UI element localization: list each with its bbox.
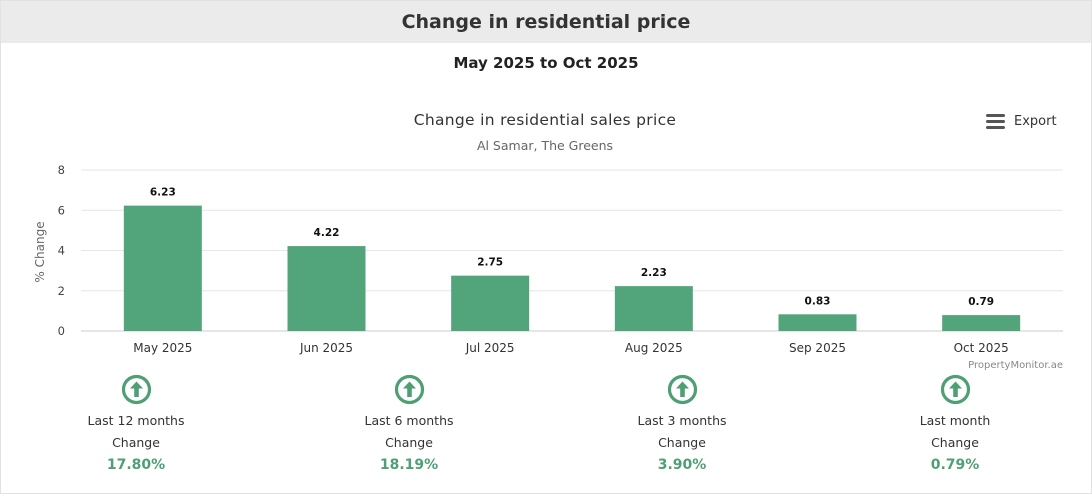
bar[interactable] <box>614 286 693 331</box>
bar[interactable] <box>123 205 202 331</box>
up-arrow-circle-icon <box>667 374 697 405</box>
x-tick-label: May 2025 <box>133 341 192 355</box>
summary-change-label: Change <box>112 435 160 450</box>
export-label: Export <box>1014 114 1057 129</box>
summary-period-label: Last 12 months <box>87 413 185 428</box>
period-label: May 2025 to Oct 2025 <box>453 54 639 72</box>
x-tick-label: Jul 2025 <box>465 341 515 355</box>
hamburger-menu-icon <box>986 114 1005 129</box>
panel-header: Change in residential price <box>1 1 1091 43</box>
summary-change-value: 18.19% <box>379 457 439 473</box>
summary-change-value: 17.80% <box>106 457 166 473</box>
summary-item: Last month Change 0.79% <box>865 374 1045 475</box>
summary-period-label: Last 3 months <box>637 413 727 428</box>
x-tick-label: Aug 2025 <box>625 341 683 355</box>
summary-period-label: Last month <box>919 413 991 428</box>
data-label: 4.22 <box>314 227 340 239</box>
summary-change-value: 0.79% <box>930 457 980 473</box>
up-arrow-circle-icon <box>940 374 970 405</box>
summary-change-value: 3.90% <box>657 457 707 473</box>
y-axis-label: % Change <box>33 221 47 282</box>
data-label: 2.23 <box>641 267 667 279</box>
chart-title: Change in residential sales price <box>414 111 677 129</box>
bar[interactable] <box>942 315 1021 331</box>
y-tick-label: 4 <box>58 244 65 258</box>
chart-subtitle: Al Samar, The Greens <box>477 138 613 153</box>
data-label: 0.83 <box>805 295 831 307</box>
bar[interactable] <box>451 275 530 331</box>
bar[interactable] <box>287 246 366 331</box>
summary-change-label: Change <box>658 435 706 450</box>
summary-item: Last 12 months Change 17.80% <box>46 374 226 475</box>
y-tick-label: 8 <box>58 163 65 177</box>
summary-change-label: Change <box>385 435 433 450</box>
x-tick-label: Jun 2025 <box>299 341 353 355</box>
y-tick-label: 6 <box>58 203 65 217</box>
export-button[interactable]: Export <box>986 114 1057 129</box>
bar[interactable] <box>778 314 857 331</box>
data-label: 0.79 <box>968 296 994 308</box>
panel-title: Change in residential price <box>401 11 691 33</box>
y-tick-label: 0 <box>58 324 65 338</box>
summary-item: Last 3 months Change 3.90% <box>592 374 772 475</box>
credit-text: PropertyMonitor.ae <box>968 360 1063 371</box>
x-tick-label: Sep 2025 <box>789 341 846 355</box>
data-label: 2.75 <box>477 257 503 269</box>
up-arrow-circle-icon <box>394 374 424 405</box>
bar-chart: Change in residential sales price Al Sam… <box>33 111 1063 371</box>
summary-period-label: Last 6 months <box>364 413 454 428</box>
summary-item: Last 6 months Change 18.19% <box>319 374 499 475</box>
data-label: 6.23 <box>150 187 176 199</box>
x-tick-label: Oct 2025 <box>954 341 1009 355</box>
up-arrow-circle-icon <box>121 374 151 405</box>
y-tick-label: 2 <box>58 284 65 298</box>
summary-change-label: Change <box>931 435 979 450</box>
